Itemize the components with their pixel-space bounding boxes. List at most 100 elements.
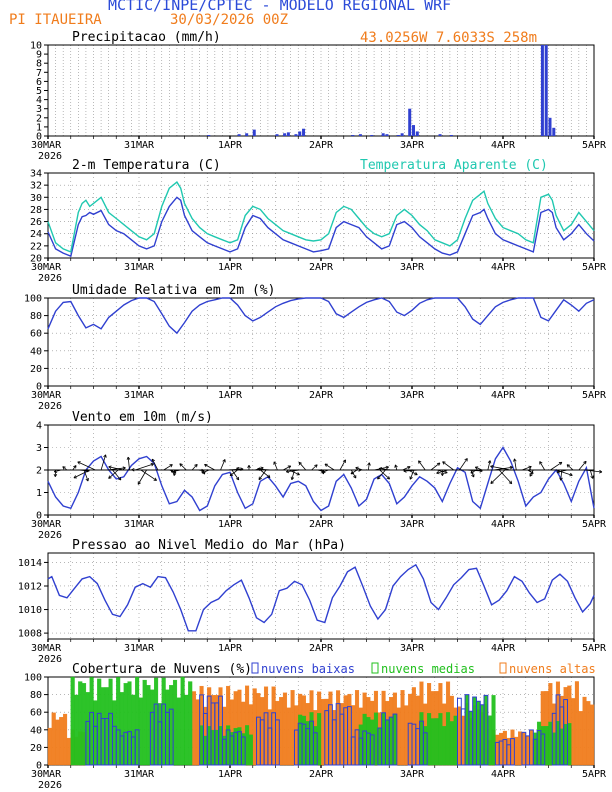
precip-bar <box>370 135 373 136</box>
precip-bar <box>238 134 241 136</box>
x-tick-label: 4APR <box>491 643 516 654</box>
cloud-bar <box>412 687 416 765</box>
panel-title: 2-m Temperatura (C) <box>72 158 221 173</box>
cloud-bar <box>484 695 488 765</box>
cloud-bar <box>374 713 378 765</box>
precip-bar <box>549 118 552 136</box>
wind-arrow <box>138 470 146 484</box>
wind-arrow <box>431 463 440 470</box>
precip-bar <box>294 134 297 136</box>
cloud-bar <box>59 717 63 765</box>
y-tick-label: 1 <box>36 488 42 499</box>
cloud-bar <box>215 730 219 765</box>
cloud-bar <box>272 687 276 765</box>
cloud-bar <box>264 687 268 765</box>
cloud-bar <box>173 680 177 765</box>
x-tick-label: 4APR <box>491 140 516 151</box>
precip-bar <box>382 133 385 136</box>
y-tick-label: 40 <box>30 346 42 357</box>
precip-bar <box>245 133 248 136</box>
x-tick-label: 3APR <box>400 643 425 654</box>
panel-3: 0 20 40 60 80 100 30MAR 31MAR 1APR 2APR 3APR 4APR 5A… <box>24 283 607 412</box>
panel-title: Umidade Relativa em 2m (%) <box>72 283 276 298</box>
x-tick-label: 4APR <box>491 262 516 273</box>
precip-bar <box>302 129 305 136</box>
x-year-label: 2026 <box>38 151 62 162</box>
cloud-bar <box>442 726 446 765</box>
cloud-bar <box>90 677 94 765</box>
x-tick-label: 31MAR <box>124 643 155 654</box>
x-tick-label: 5APR <box>582 390 607 401</box>
cloud-bar <box>325 699 329 765</box>
cloud-bar <box>131 695 135 765</box>
cloud-bar <box>268 710 272 765</box>
cloud-bar <box>378 728 382 765</box>
x-tick-label: 4APR <box>491 519 516 530</box>
cloud-bar <box>454 716 458 765</box>
y-tick-label: 80 <box>30 311 42 322</box>
cloud-bar <box>351 705 355 765</box>
precip-bar <box>545 45 548 136</box>
cloud-bar <box>450 721 454 765</box>
cloud-bar <box>336 690 340 765</box>
legend-swatch <box>500 663 506 673</box>
x-year-label: 2026 <box>38 273 62 284</box>
x-tick-label: 3APR <box>400 390 425 401</box>
cloud-bar <box>533 733 537 765</box>
x-tick-label: 5APR <box>582 769 607 780</box>
cloud-bar <box>404 706 408 765</box>
y-tick-label: 3 <box>36 443 42 454</box>
x-tick-label: 5APR <box>582 140 607 151</box>
cloud-bar <box>306 721 310 765</box>
wind-arrow <box>443 462 454 470</box>
cloud-bar <box>226 726 230 765</box>
cloud-bar <box>120 692 124 765</box>
y-tick-label: 28 <box>30 205 42 216</box>
cloud-bar <box>291 690 295 765</box>
x-tick-label: 30MAR <box>31 140 62 151</box>
cloud-bar <box>431 718 435 765</box>
legend-label: nuvens baixas <box>261 662 355 676</box>
wind-arrow <box>230 470 237 476</box>
y-tick-label: 80 <box>30 690 42 701</box>
cloud-bar <box>514 737 518 765</box>
y-tick-label: 34 <box>30 169 42 180</box>
x-tick-label: 2APR <box>309 140 334 151</box>
cloud-bar <box>238 727 242 765</box>
cloud-bar <box>348 694 352 765</box>
y-tick-label: 40 <box>30 725 42 736</box>
y-tick-label: 26 <box>30 217 42 228</box>
cloud-bar <box>188 682 192 765</box>
cloud-bar <box>234 728 238 765</box>
y-tick-label: 1008 <box>18 629 42 640</box>
cloud-bar <box>317 713 321 765</box>
y-tick-label: 1014 <box>18 558 42 569</box>
precip-bar <box>552 128 555 136</box>
cloud-bar <box>556 721 560 765</box>
cloud-bar <box>579 711 583 765</box>
cloud-bar <box>480 705 484 765</box>
cloud-bar <box>541 726 545 765</box>
cloud-bar <box>166 690 170 765</box>
cloud-bar <box>423 726 427 765</box>
precip-bar <box>439 134 442 136</box>
cloud-bar <box>571 698 575 765</box>
x-tick-label: 4APR <box>491 390 516 401</box>
cloud-bar <box>503 731 507 765</box>
x-tick-label: 3APR <box>400 769 425 780</box>
cloud-bar <box>507 738 511 765</box>
cloud-bar <box>287 708 291 765</box>
cloud-bar <box>116 677 120 765</box>
cloud-bar <box>158 703 162 765</box>
cloud-bar <box>321 699 325 765</box>
cloud-bar <box>181 677 185 765</box>
cloud-bar <box>63 714 67 765</box>
cloud-bar <box>260 697 264 765</box>
cloud-bar <box>162 678 166 765</box>
precip-bar <box>412 125 415 136</box>
cloud-bar <box>101 687 105 765</box>
cloud-bar <box>75 695 79 765</box>
cloud-bar <box>518 732 522 765</box>
legend-label: nuvens medias <box>381 662 475 676</box>
wind-arrow <box>299 462 306 470</box>
